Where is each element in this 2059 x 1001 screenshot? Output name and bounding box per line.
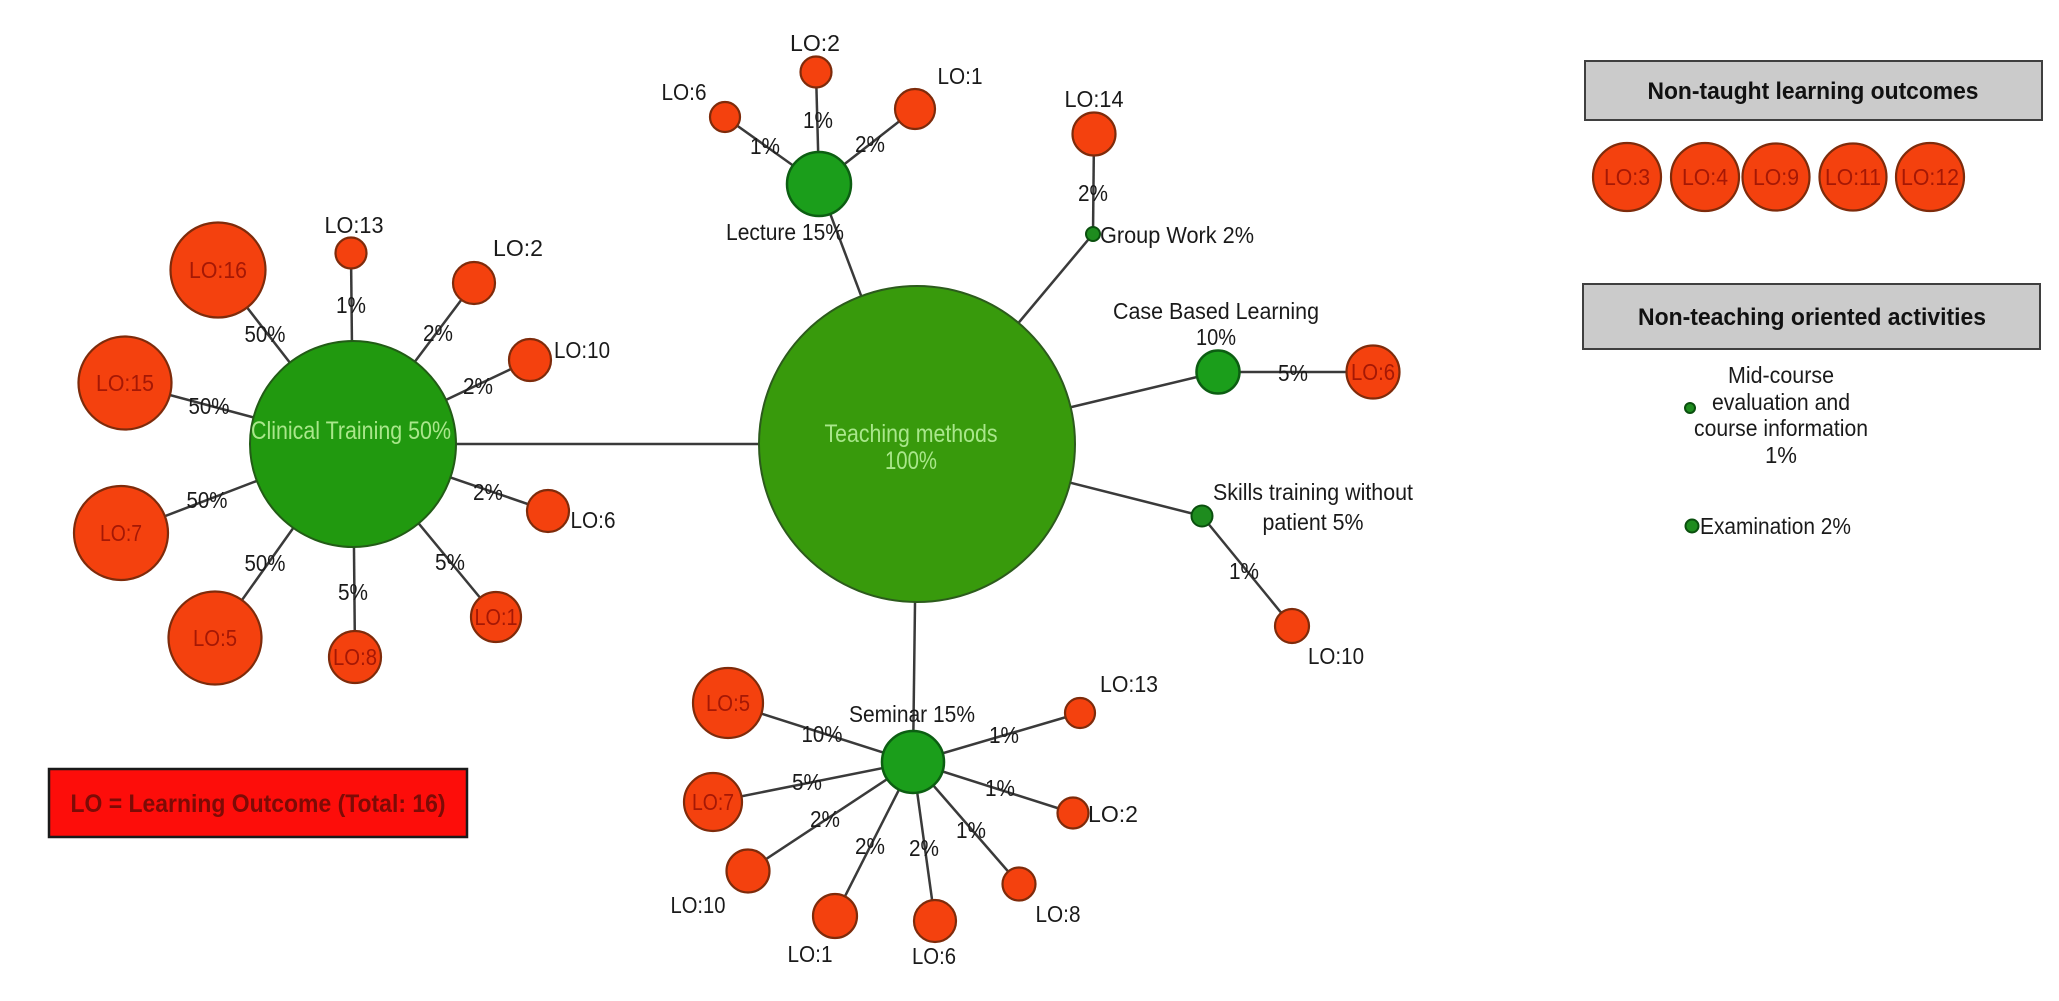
svg-text:2%: 2%: [473, 479, 503, 505]
svg-text:50%: 50%: [187, 487, 228, 513]
svg-text:LO:1: LO:1: [938, 63, 983, 89]
svg-text:2%: 2%: [810, 806, 840, 832]
svg-text:Skills training without: Skills training without: [1213, 479, 1414, 505]
svg-text:LO:10: LO:10: [1308, 643, 1364, 669]
svg-text:5%: 5%: [338, 579, 368, 605]
svg-text:1%: 1%: [989, 722, 1019, 748]
svg-text:LO:5: LO:5: [193, 625, 237, 651]
svg-text:Teaching methods: Teaching methods: [825, 420, 998, 448]
svg-text:course information: course information: [1694, 415, 1868, 441]
svg-text:LO:15: LO:15: [96, 370, 154, 396]
svg-text:2%: 2%: [423, 320, 453, 346]
svg-text:LO:1: LO:1: [788, 941, 833, 967]
svg-text:1%: 1%: [750, 133, 780, 159]
svg-text:LO:2: LO:2: [790, 30, 840, 56]
svg-text:50%: 50%: [245, 550, 286, 576]
svg-text:1%: 1%: [336, 292, 366, 318]
svg-text:LO = Learning Outcome (Total:: LO = Learning Outcome (Total: 16): [71, 790, 446, 818]
svg-text:Seminar 15%: Seminar 15%: [849, 701, 975, 727]
svg-text:Clinical Training 50%: Clinical Training 50%: [251, 417, 451, 445]
svg-text:LO:9: LO:9: [1753, 164, 1799, 190]
svg-text:LO:13: LO:13: [325, 212, 384, 238]
svg-text:LO:7: LO:7: [692, 789, 734, 815]
svg-text:2%: 2%: [909, 835, 939, 861]
svg-text:2%: 2%: [855, 131, 885, 157]
svg-text:LO:14: LO:14: [1065, 86, 1124, 112]
svg-text:1%: 1%: [1765, 442, 1797, 468]
svg-text:LO:2: LO:2: [1088, 801, 1138, 827]
svg-text:LO:10: LO:10: [554, 337, 610, 363]
svg-text:2%: 2%: [855, 833, 885, 859]
svg-text:Mid-course: Mid-course: [1728, 362, 1834, 388]
svg-text:LO:10: LO:10: [671, 892, 726, 918]
svg-text:Non-taught learning outcomes: Non-taught learning outcomes: [1648, 78, 1979, 105]
svg-text:LO:13: LO:13: [1100, 671, 1158, 697]
svg-text:1%: 1%: [985, 775, 1015, 801]
svg-text:LO:8: LO:8: [333, 644, 377, 670]
svg-text:10%: 10%: [1196, 324, 1236, 350]
svg-text:LO:6: LO:6: [571, 507, 616, 533]
svg-text:evaluation and: evaluation and: [1712, 389, 1850, 415]
svg-text:LO:11: LO:11: [1825, 164, 1881, 190]
svg-text:1%: 1%: [1229, 558, 1259, 584]
svg-text:5%: 5%: [1278, 360, 1308, 386]
svg-text:5%: 5%: [792, 769, 822, 795]
svg-text:Lecture 15%: Lecture 15%: [726, 219, 844, 245]
svg-text:LO:5: LO:5: [706, 690, 750, 716]
svg-text:5%: 5%: [435, 549, 465, 575]
svg-text:Non-teaching oriented activiti: Non-teaching oriented activities: [1638, 304, 1986, 331]
svg-text:LO:16: LO:16: [189, 257, 247, 283]
svg-text:LO:1: LO:1: [475, 604, 518, 630]
svg-text:Examination 2%: Examination 2%: [1700, 513, 1851, 539]
svg-text:LO:6: LO:6: [1351, 359, 1395, 385]
svg-text:LO:2: LO:2: [493, 235, 543, 261]
svg-text:LO:12: LO:12: [1901, 164, 1959, 190]
svg-text:10%: 10%: [802, 721, 843, 747]
svg-text:50%: 50%: [245, 321, 286, 347]
svg-text:LO:6: LO:6: [662, 79, 707, 105]
svg-text:100%: 100%: [885, 447, 937, 475]
svg-text:50%: 50%: [189, 393, 230, 419]
svg-text:Case Based Learning: Case Based Learning: [1113, 298, 1319, 324]
svg-text:2%: 2%: [1078, 180, 1108, 206]
svg-text:LO:6: LO:6: [912, 943, 956, 969]
svg-text:1%: 1%: [956, 817, 986, 843]
svg-text:2%: 2%: [463, 373, 493, 399]
svg-text:LO:8: LO:8: [1036, 901, 1081, 927]
svg-text:LO:4: LO:4: [1682, 164, 1728, 190]
svg-text:1%: 1%: [803, 107, 833, 133]
svg-text:LO:7: LO:7: [100, 520, 142, 546]
svg-text:Group Work 2%: Group Work 2%: [1100, 222, 1254, 248]
svg-text:patient 5%: patient 5%: [1263, 509, 1364, 535]
svg-text:LO:3: LO:3: [1604, 164, 1650, 190]
